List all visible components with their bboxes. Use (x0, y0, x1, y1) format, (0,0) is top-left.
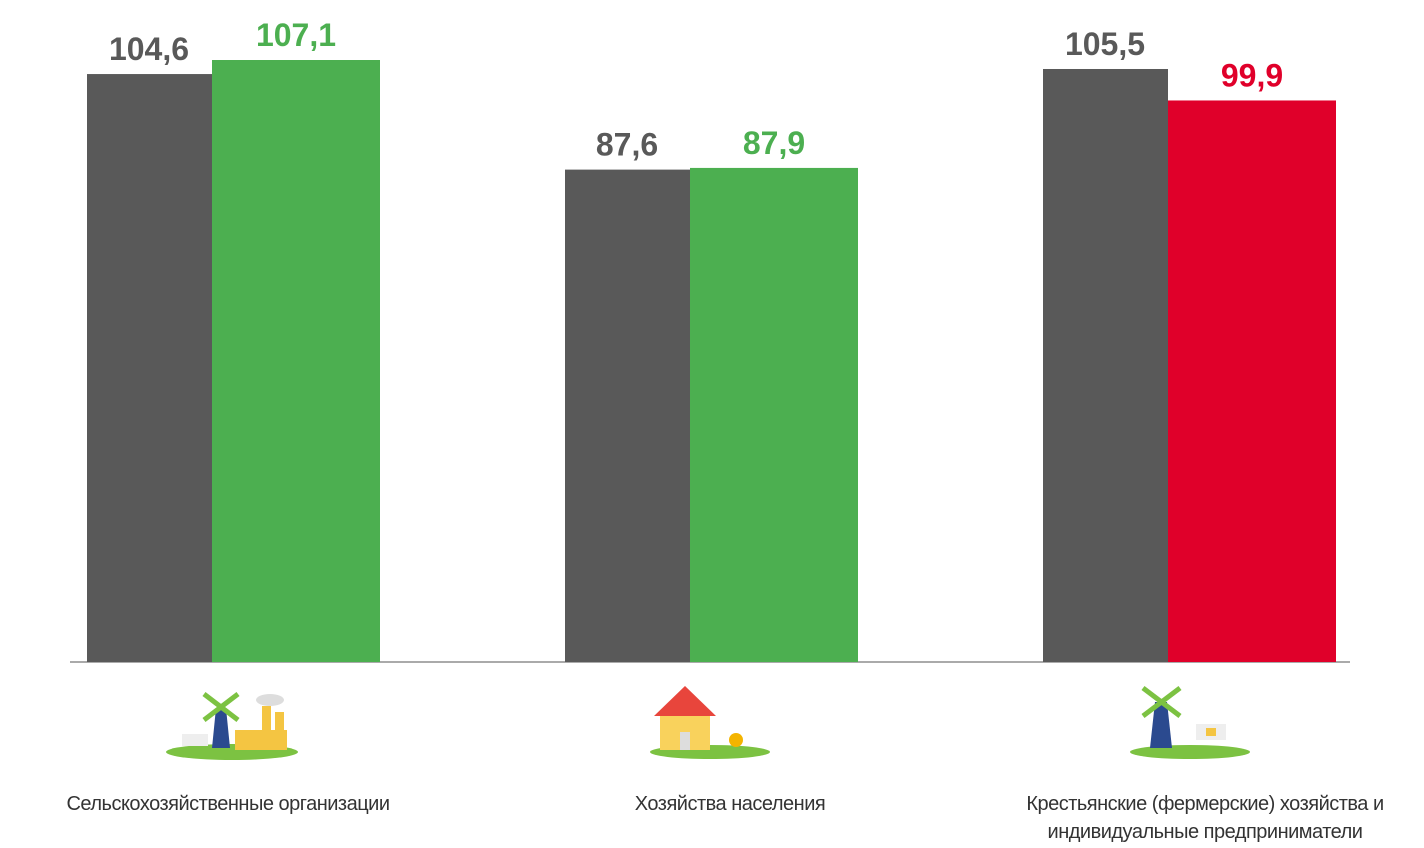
bar (1043, 68, 1168, 662)
value-label: 87,9 (743, 125, 805, 161)
value-label: 87,6 (596, 127, 658, 163)
icon-farm-organization (166, 692, 298, 760)
bar (1168, 100, 1336, 663)
bar (87, 74, 212, 662)
category-label: Сельскохозяйственные организации (66, 793, 390, 815)
icon-farmer (1130, 686, 1250, 759)
value-label: 105,5 (1065, 26, 1145, 62)
category-label: Крестьянские (фермерские) хозяйства и ин… (1026, 793, 1384, 843)
icon-household (650, 686, 770, 759)
value-label: 107,1 (256, 17, 336, 53)
category-label: Хозяйства населения (634, 793, 826, 815)
bar (212, 60, 380, 662)
bar (690, 167, 858, 662)
bar (565, 169, 690, 662)
value-label: 104,6 (109, 31, 189, 67)
value-label: 99,9 (1221, 57, 1283, 93)
